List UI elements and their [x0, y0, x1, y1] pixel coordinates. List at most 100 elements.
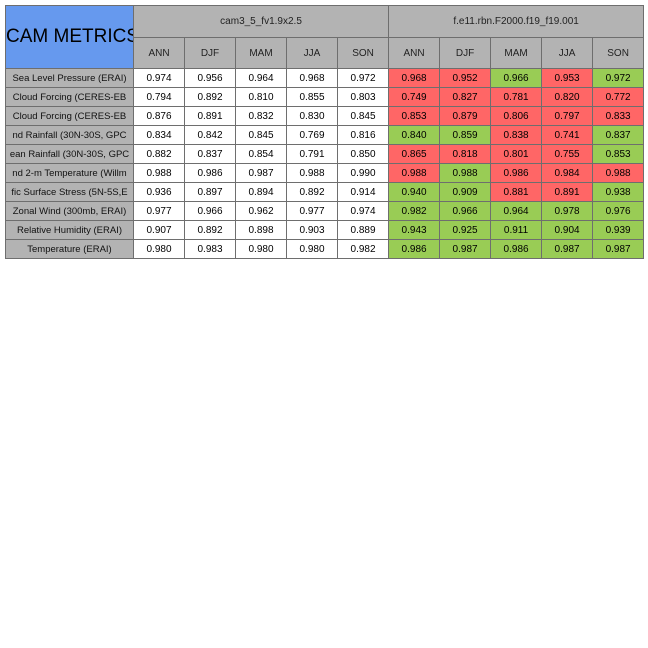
baseline-value-cell: 0.982 [336, 239, 390, 259]
test-value-cell: 0.755 [541, 144, 594, 164]
baseline-value-cell: 0.894 [235, 182, 287, 202]
test-value-cell: 0.982 [388, 201, 441, 221]
baseline-value-cell: 0.977 [133, 201, 185, 221]
baseline-value-cell: 0.988 [133, 163, 185, 183]
table-row: fic Surface Stress (5N-5S,E 0.936 0.897 0.8… [5, 182, 645, 202]
table-row: Cloud Forcing (CERES-EB 0.794 0.892 0.810 0.… [5, 87, 645, 107]
test-value-cell: 0.986 [490, 163, 543, 183]
row-label: Sea Level Pressure (ERAI) [5, 68, 134, 88]
baseline-value-cell: 0.882 [133, 144, 185, 164]
season-header-ann: ANN [388, 37, 441, 69]
row-label-text: Temperature (ERAI) [27, 243, 112, 255]
baseline-value-cell: 0.892 [286, 182, 338, 202]
test-value-cell: 0.939 [592, 220, 645, 240]
test-value-cell: 0.797 [541, 106, 594, 126]
baseline-value-cell: 0.834 [133, 125, 185, 145]
row-label-text: fic Surface Stress (5N-5S,E [11, 186, 128, 198]
test-value-cell: 0.859 [439, 125, 492, 145]
test-value-cell: 0.987 [541, 239, 594, 259]
group-header-baseline: cam3_5_fv1.9x2.5 [132, 5, 390, 38]
baseline-value-cell: 0.845 [235, 125, 287, 145]
test-value-cell: 0.772 [592, 87, 645, 107]
season-header-mam: MAM [235, 37, 287, 69]
test-value-cell: 0.964 [490, 201, 543, 221]
row-label: nd 2-m Temperature (Willm [5, 163, 134, 183]
baseline-value-cell: 0.892 [184, 220, 236, 240]
test-value-cell: 0.987 [439, 239, 492, 259]
baseline-value-cell: 0.897 [184, 182, 236, 202]
test-value-cell: 0.879 [439, 106, 492, 126]
row-label: nd Rainfall (30N-30S, GPC [5, 125, 134, 145]
row-label-text: Sea Level Pressure (ERAI) [12, 72, 127, 84]
baseline-value-cell: 0.983 [184, 239, 236, 259]
season-header-row: ANN DJF MAM JJA SON ANN DJF MAM JJA SON [6, 37, 645, 69]
baseline-value-cell: 0.842 [184, 125, 236, 145]
row-label-text: Zonal Wind (300mb, ERAI) [12, 205, 127, 217]
baseline-value-cell: 0.987 [235, 163, 287, 183]
table-row: ean Rainfall (30N-30S, GPC 0.882 0.837 0.85… [5, 144, 645, 164]
test-value-cell: 0.801 [490, 144, 543, 164]
baseline-value-cell: 0.977 [286, 201, 338, 221]
season-header-jja: JJA [541, 37, 594, 69]
baseline-value-cell: 0.988 [286, 163, 338, 183]
group-header-test: f.e11.rbn.F2000.f19_f19.001 [388, 5, 645, 38]
test-value-cell: 0.978 [541, 201, 594, 221]
row-label-text: ean Rainfall (30N-30S, GPC [9, 148, 130, 160]
baseline-value-cell: 0.964 [235, 68, 287, 88]
test-value-cell: 0.911 [490, 220, 543, 240]
baseline-value-cell: 0.966 [184, 201, 236, 221]
baseline-value-cell: 0.830 [286, 106, 338, 126]
test-value-cell: 0.818 [439, 144, 492, 164]
row-label-text: Cloud Forcing (CERES-EB [12, 91, 127, 103]
season-header-son: SON [592, 37, 645, 69]
baseline-value-cell: 0.980 [133, 239, 185, 259]
test-value-cell: 0.938 [592, 182, 645, 202]
season-header-son: SON [336, 37, 390, 69]
baseline-value-cell: 0.968 [286, 68, 338, 88]
baseline-value-cell: 0.891 [184, 106, 236, 126]
row-label-text: Cloud Forcing (CERES-EB [12, 110, 127, 122]
row-label-text: Relative Humidity (ERAI) [16, 224, 123, 236]
baseline-value-cell: 0.907 [133, 220, 185, 240]
test-value-cell: 0.988 [388, 163, 441, 183]
test-value-cell: 0.827 [439, 87, 492, 107]
baseline-value-cell: 0.889 [336, 220, 390, 240]
test-value-cell: 0.904 [541, 220, 594, 240]
row-label: Zonal Wind (300mb, ERAI) [5, 201, 134, 221]
test-value-cell: 0.909 [439, 182, 492, 202]
test-value-cell: 0.891 [541, 182, 594, 202]
row-label: ean Rainfall (30N-30S, GPC [5, 144, 134, 164]
test-value-cell: 0.838 [490, 125, 543, 145]
test-value-cell: 0.986 [388, 239, 441, 259]
baseline-value-cell: 0.974 [133, 68, 185, 88]
test-value-cell: 0.966 [439, 201, 492, 221]
test-value-cell: 0.853 [592, 144, 645, 164]
table-row: Temperature (ERAI) 0.980 0.983 0.980 0.980 0.… [5, 239, 645, 259]
baseline-value-cell: 0.903 [286, 220, 338, 240]
season-header-djf: DJF [184, 37, 236, 69]
baseline-value-cell: 0.803 [336, 87, 390, 107]
baseline-value-cell: 0.845 [336, 106, 390, 126]
test-value-cell: 0.749 [388, 87, 441, 107]
baseline-value-cell: 0.898 [235, 220, 287, 240]
test-value-cell: 0.881 [490, 182, 543, 202]
test-value-cell: 0.925 [439, 220, 492, 240]
baseline-value-cell: 0.810 [235, 87, 287, 107]
row-label: Temperature (ERAI) [5, 239, 134, 259]
baseline-value-cell: 0.914 [336, 182, 390, 202]
test-value-cell: 0.976 [592, 201, 645, 221]
test-value-cell: 0.865 [388, 144, 441, 164]
test-value-cell: 0.968 [388, 68, 441, 88]
test-value-cell: 0.781 [490, 87, 543, 107]
baseline-value-cell: 0.956 [184, 68, 236, 88]
season-header-djf: DJF [439, 37, 492, 69]
baseline-value-cell: 0.837 [184, 144, 236, 164]
test-value-cell: 0.833 [592, 106, 645, 126]
baseline-value-cell: 0.854 [235, 144, 287, 164]
test-value-cell: 0.820 [541, 87, 594, 107]
test-value-cell: 0.988 [592, 163, 645, 183]
baseline-value-cell: 0.892 [184, 87, 236, 107]
table-row: nd 2-m Temperature (Willm 0.988 0.986 0.987… [5, 163, 645, 183]
row-label-text: nd 2-m Temperature (Willm [12, 167, 127, 179]
row-label: Relative Humidity (ERAI) [5, 220, 134, 240]
